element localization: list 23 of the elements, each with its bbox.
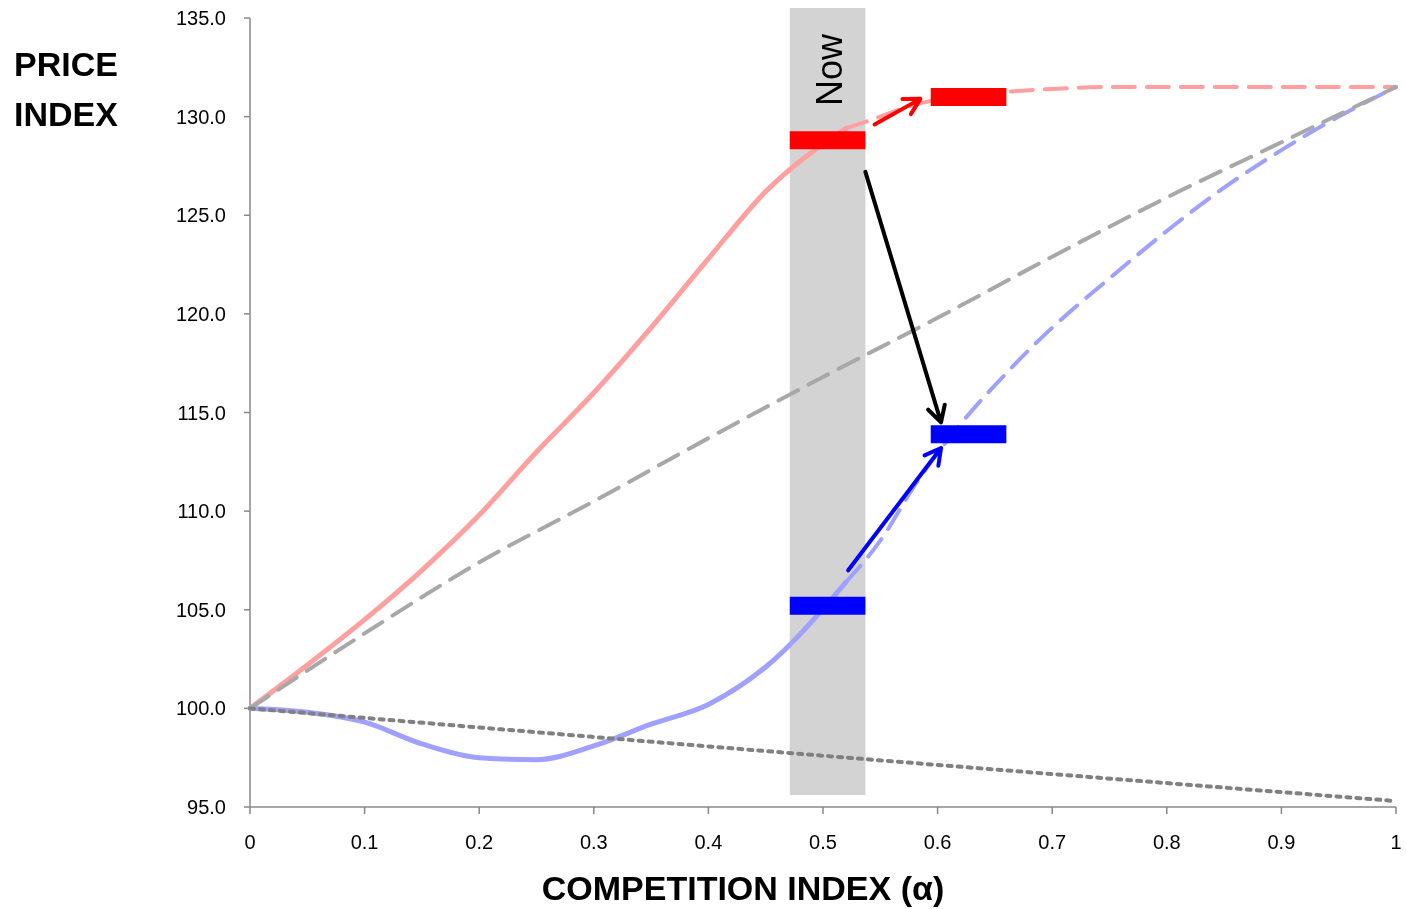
y-axis-title: PRICE INDEX bbox=[14, 45, 119, 133]
x-tick-label: 0.1 bbox=[350, 831, 379, 853]
x-tick-label: 1 bbox=[1390, 831, 1402, 853]
x-tick-label: 0 bbox=[244, 831, 256, 853]
y-tick-label: 130.0 bbox=[175, 105, 226, 128]
x-axis-title: COMPETITION INDEX (α) bbox=[541, 869, 945, 907]
x-tick-label: 0.3 bbox=[579, 831, 608, 853]
y-tick-label: 110.0 bbox=[177, 500, 226, 523]
y-tick-label: 105.0 bbox=[175, 598, 226, 621]
y-tick-label: 120.0 bbox=[175, 302, 226, 325]
y-tick-label: 95.0 bbox=[187, 796, 226, 818]
x-tick-label: 0.2 bbox=[465, 831, 494, 853]
x-tick-label: 0.5 bbox=[809, 831, 837, 853]
y-tick-label: 125.0 bbox=[175, 204, 226, 227]
band-label: Now bbox=[808, 33, 850, 107]
y-tick-label: 135.0 bbox=[175, 7, 226, 29]
x-tick-label: 0.6 bbox=[923, 831, 952, 853]
x-tick-label: 0.9 bbox=[1267, 831, 1296, 853]
x-tick-label: 0.7 bbox=[1038, 831, 1067, 853]
y-tick-label: 115.0 bbox=[177, 401, 226, 424]
x-tick-label: 0.4 bbox=[694, 831, 723, 853]
y-tick-label: 100.0 bbox=[175, 697, 226, 720]
x-tick-label: 0.8 bbox=[1152, 831, 1181, 853]
